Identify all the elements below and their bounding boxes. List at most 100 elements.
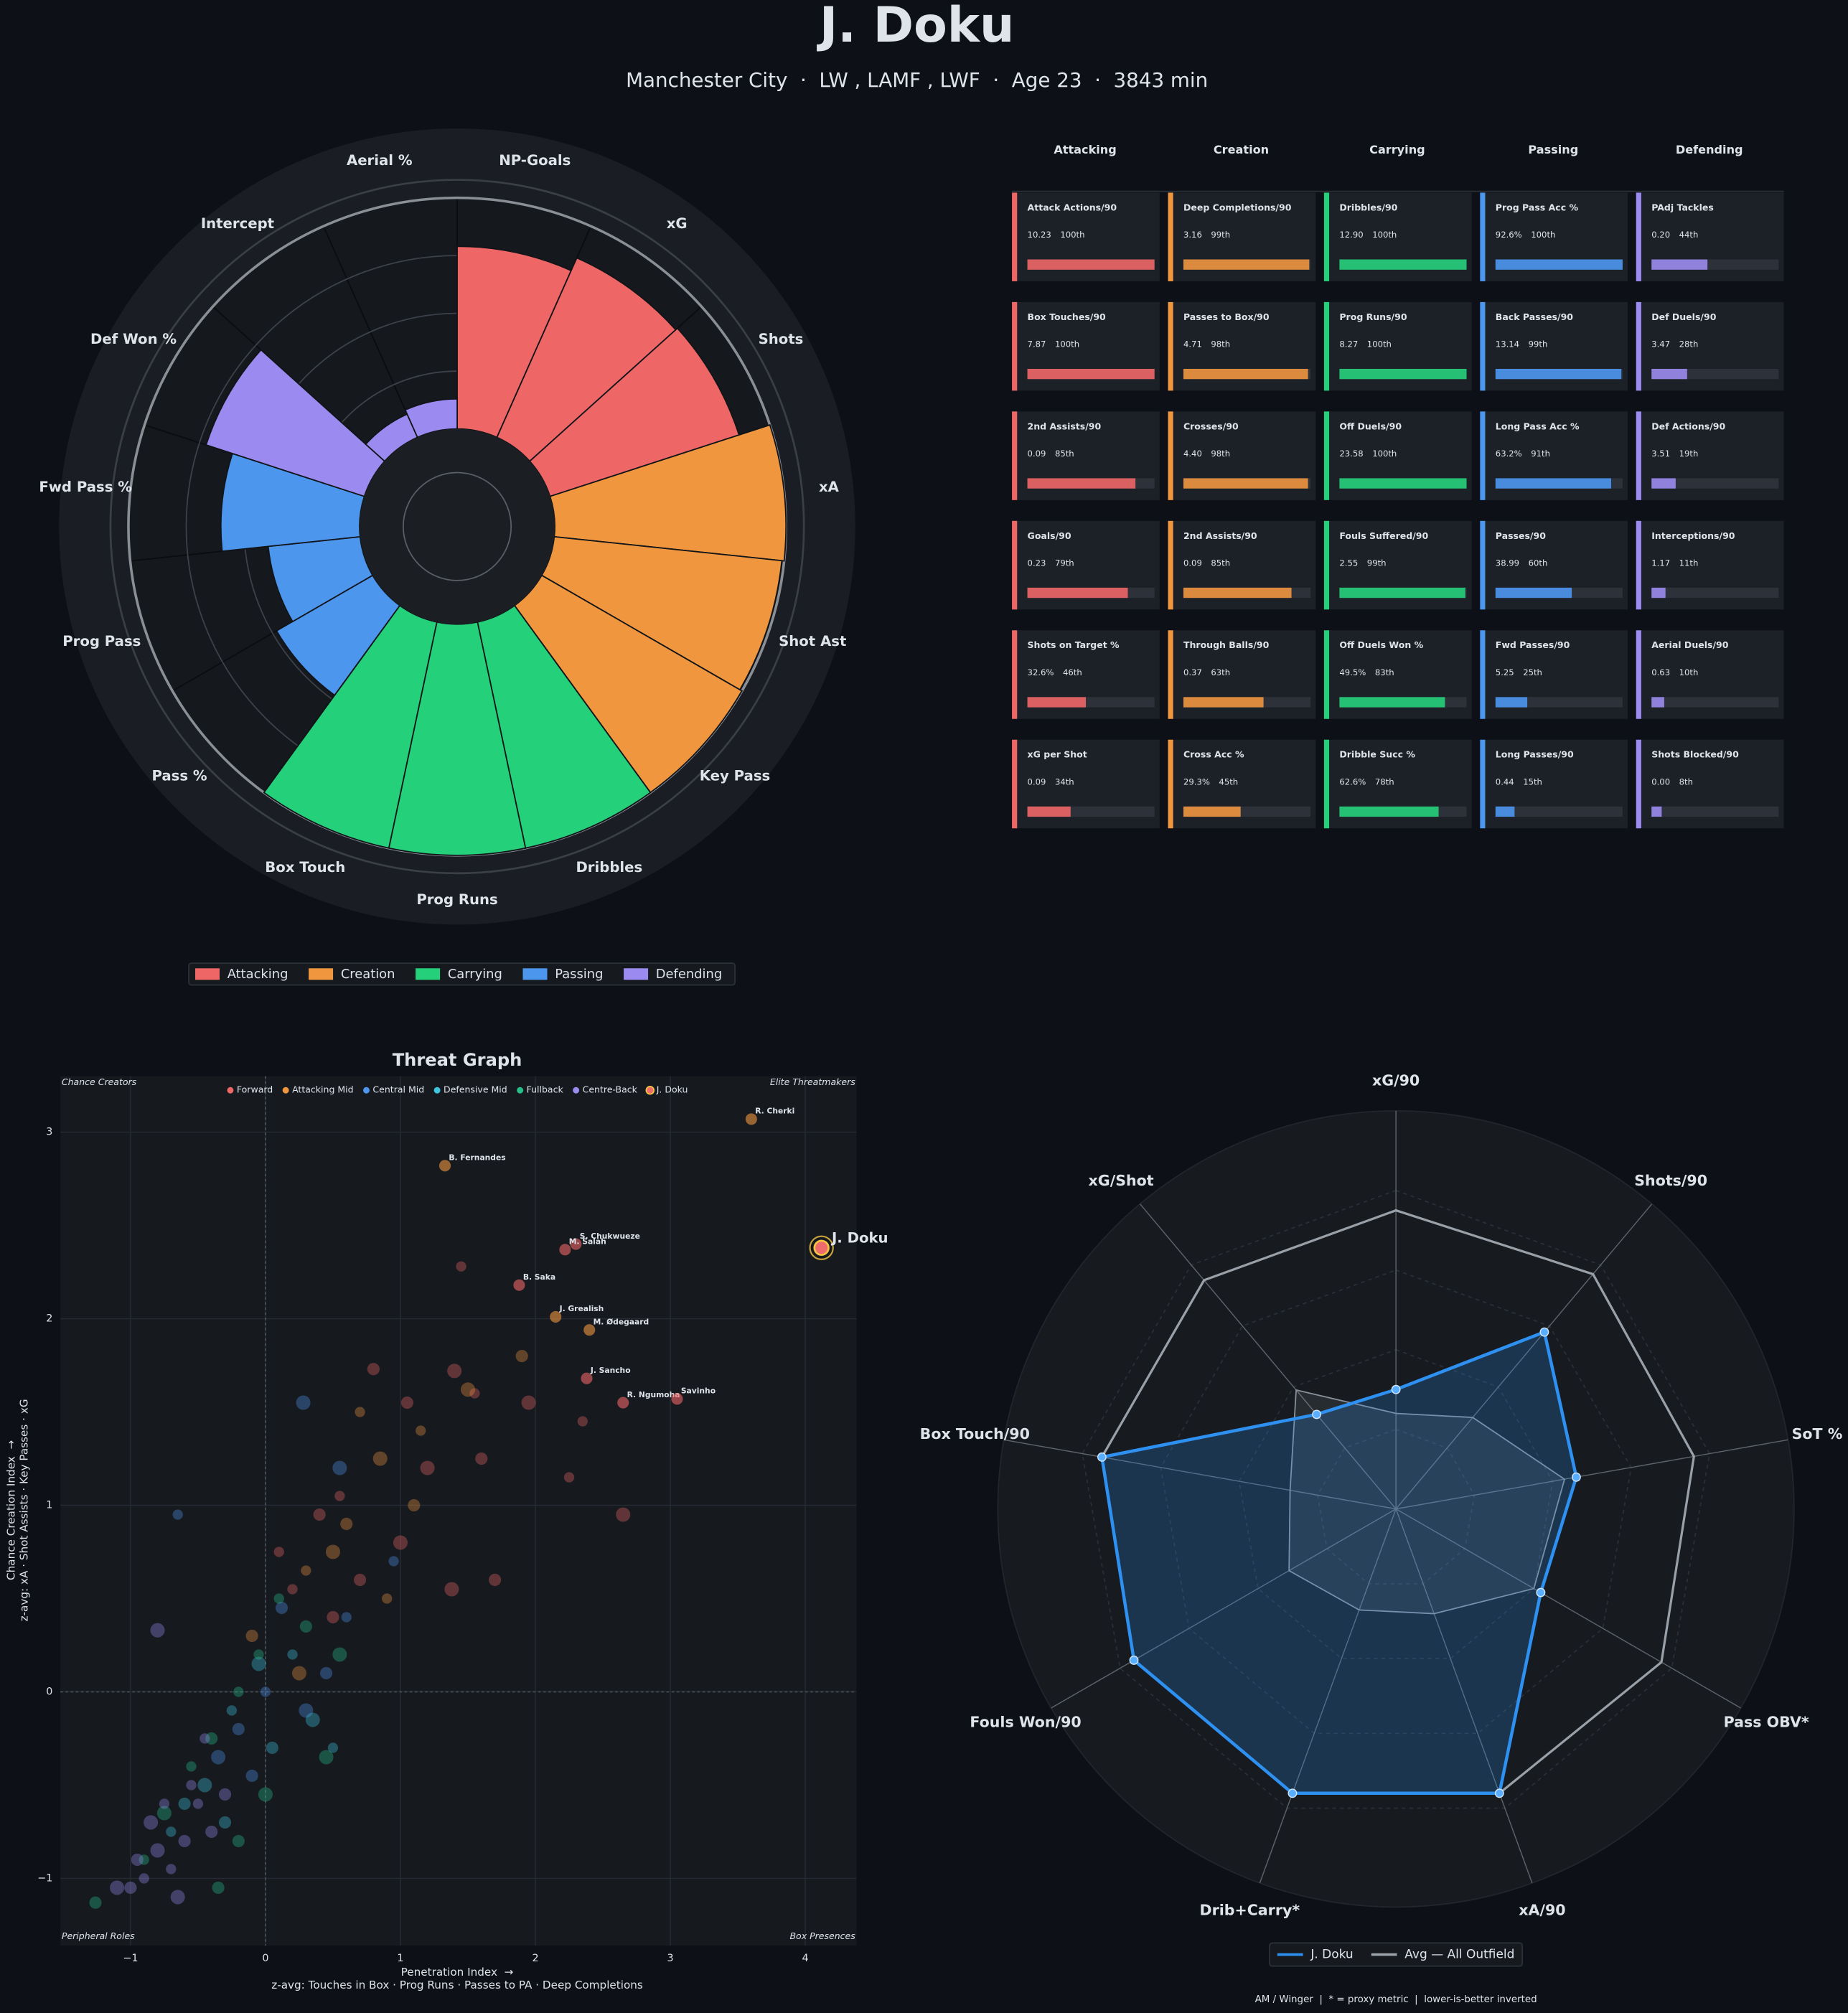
scatter-point	[287, 1649, 298, 1660]
card-label: Fouls Suffered/90	[1339, 530, 1428, 541]
scatter-point	[251, 1656, 266, 1671]
scatter-point	[563, 1472, 575, 1483]
legend-marker	[363, 1087, 370, 1094]
card-percentile: 8th	[1679, 776, 1693, 787]
percentile-bar	[1651, 806, 1662, 817]
legend-label: Attacking Mid	[292, 1084, 354, 1095]
scatter-point	[233, 1686, 244, 1697]
legend-label: Defensive Mid	[444, 1084, 507, 1095]
card-label: Box Touches/90	[1028, 311, 1106, 322]
scatter-point	[296, 1395, 311, 1410]
card-percentile: 25th	[1523, 667, 1542, 677]
scatter-point	[275, 1601, 289, 1615]
card-percentile: 99th	[1211, 230, 1230, 240]
stat-card: Off Duels Won % 49.5% 83th	[1323, 630, 1472, 719]
stat-card: Deep Completions/90 3.16 99th	[1168, 192, 1316, 281]
card-label: Passes/90	[1496, 530, 1546, 541]
scatter-point	[211, 1750, 226, 1765]
card-stripe	[1480, 739, 1486, 829]
corner-annotation: Box Presences	[789, 1930, 855, 1941]
legend-marker	[645, 1085, 655, 1095]
radar-spoke	[1395, 1439, 1788, 1510]
stat-card: Passes/90 38.99 60th	[1480, 520, 1628, 610]
card-value: 10.23	[1028, 230, 1051, 240]
scatter-point	[319, 1666, 333, 1680]
card-value: 4.71	[1183, 339, 1202, 349]
category-label: Pass %	[151, 768, 207, 784]
point-label: Savinho	[681, 1386, 716, 1396]
radar-axis-label: xG/90	[1372, 1072, 1420, 1089]
card-stripe	[1323, 411, 1330, 500]
card-label: Aerial Duels/90	[1651, 639, 1729, 650]
card-stripe	[1012, 739, 1018, 829]
card-stripe	[1012, 192, 1018, 281]
scatter-point	[515, 1349, 528, 1363]
percentile-bar	[1651, 587, 1666, 599]
radar-ring	[1238, 1348, 1554, 1660]
radar-ring	[1316, 1428, 1476, 1585]
stat-card: Fouls Suffered/90 2.55 99th	[1323, 520, 1472, 610]
stat-card: Attack Actions/90 10.23 100th	[1012, 192, 1160, 281]
point-label: R. Cherki	[755, 1107, 794, 1116]
radar-ring	[1082, 1189, 1711, 1809]
card-label: Back Passes/90	[1496, 311, 1573, 322]
scatter-point	[212, 1881, 225, 1895]
scatter-point	[266, 1741, 278, 1755]
card-value: 3.47	[1651, 339, 1670, 349]
card-stripe	[1480, 411, 1486, 500]
card-value: 0.09	[1183, 558, 1202, 568]
card-stripe	[1636, 520, 1641, 610]
radar-spoke	[1259, 1508, 1397, 1884]
radar-vertex	[1391, 1384, 1401, 1394]
legend-label: Centre-Back	[583, 1084, 638, 1095]
card-label: Deep Completions/90	[1183, 202, 1292, 212]
card-value: 0.63	[1651, 667, 1670, 677]
card-percentile: 100th	[1372, 230, 1397, 240]
scatter-point	[200, 1733, 210, 1744]
card-value: 23.58	[1339, 449, 1363, 459]
highlight-halo	[809, 1235, 834, 1260]
x-tick-label: 4	[802, 1953, 809, 1964]
card-percentile: 79th	[1055, 558, 1074, 568]
scatter-point	[299, 1620, 312, 1633]
card-value: 0.23	[1028, 558, 1046, 568]
scatter-point	[400, 1396, 413, 1409]
card-label: Crosses/90	[1183, 421, 1239, 431]
scatter-point	[205, 1732, 218, 1745]
scatter-point	[327, 1742, 339, 1753]
scatter-point	[172, 1509, 183, 1520]
y-tick-label: 0	[46, 1686, 52, 1697]
corner-annotation: Peripheral Roles	[62, 1930, 135, 1941]
scatter-point	[559, 1244, 571, 1256]
percentile-bar	[1027, 368, 1155, 380]
point-label: J. Sancho	[590, 1366, 631, 1375]
card-stripe	[1480, 192, 1486, 281]
category-label: Box Touch	[265, 859, 345, 876]
scatter-point	[521, 1395, 536, 1410]
card-stripe	[1480, 301, 1486, 391]
stat-card: PAdj Tackles 0.20 44th	[1636, 192, 1784, 281]
stat-card: Long Pass Acc % 63.2% 91th	[1480, 411, 1628, 500]
scatter-point	[150, 1843, 165, 1858]
card-percentile: 100th	[1531, 230, 1555, 240]
card-stripe	[1636, 301, 1641, 391]
percentile-bar	[1183, 587, 1292, 599]
card-percentile: 99th	[1367, 558, 1387, 568]
card-value: 1.17	[1651, 558, 1670, 568]
percentile-bar	[1183, 697, 1264, 708]
point-label: B. Saka	[523, 1272, 555, 1282]
scatter-point	[301, 1565, 311, 1576]
radar-axis-label: xG/Shot	[1089, 1172, 1154, 1189]
radar-spoke	[1395, 1203, 1653, 1510]
card-stripe	[1012, 520, 1018, 610]
card-label: PAdj Tackles	[1651, 202, 1714, 212]
card-stripe	[1012, 630, 1018, 719]
y-axis-label: Chance Creation Index →	[5, 1440, 18, 1580]
radar-axis-label: SoT %	[1792, 1425, 1843, 1442]
card-percentile: 91th	[1531, 449, 1550, 459]
stat-card: Aerial Duels/90 0.63 10th	[1636, 630, 1784, 719]
legend-marker	[433, 1087, 441, 1094]
percentile-bar	[1651, 697, 1664, 708]
legend-label: Carrying	[448, 967, 502, 982]
scatter-point	[124, 1881, 137, 1895]
